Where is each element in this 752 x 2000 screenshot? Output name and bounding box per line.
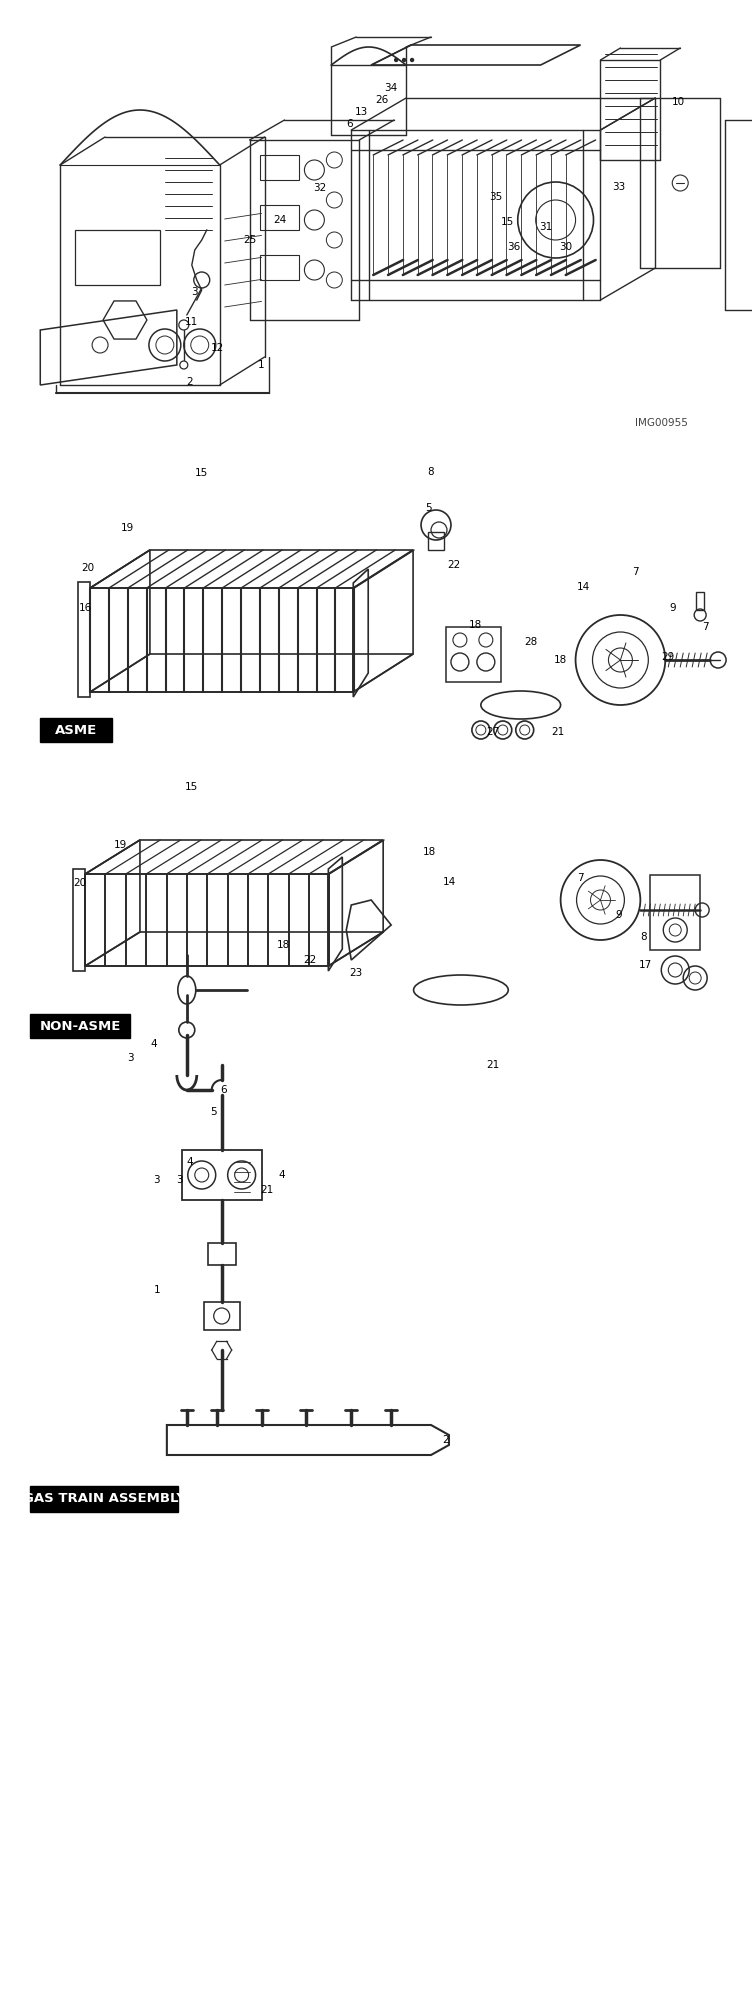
Bar [259, 254, 299, 280]
Text: 3: 3 [192, 286, 198, 296]
Text: 13: 13 [355, 106, 368, 116]
Text: 3: 3 [153, 1174, 160, 1184]
Text: 26: 26 [375, 94, 389, 104]
Text: 7: 7 [702, 622, 708, 632]
Text: 19: 19 [120, 522, 134, 532]
Bar [696, 592, 704, 610]
Text: 29: 29 [662, 652, 675, 662]
Text: 3: 3 [177, 1174, 183, 1184]
Text: 8: 8 [640, 932, 647, 942]
Text: 24: 24 [273, 214, 286, 224]
Bar [75, 230, 160, 284]
Bar [73, 868, 85, 972]
Bar [208, 1242, 235, 1266]
Bar [650, 876, 700, 950]
Text: 34: 34 [384, 82, 398, 92]
Bar [30, 1486, 177, 1512]
Bar [78, 582, 90, 698]
Bar [259, 206, 299, 230]
Text: 19: 19 [114, 840, 126, 850]
Text: 14: 14 [442, 876, 456, 888]
Text: 9: 9 [615, 910, 622, 920]
Text: 15: 15 [185, 782, 199, 792]
Text: 15: 15 [501, 216, 514, 226]
Text: 22: 22 [303, 956, 316, 966]
Text: 5: 5 [425, 502, 432, 512]
Text: 18: 18 [554, 656, 567, 664]
Text: 21: 21 [551, 726, 564, 736]
Text: 1: 1 [258, 360, 265, 370]
Text: 18: 18 [423, 848, 435, 856]
Text: 22: 22 [447, 560, 460, 570]
Text: ASME: ASME [55, 724, 97, 736]
Text: 18: 18 [277, 940, 290, 950]
Text: 35: 35 [490, 192, 502, 202]
Bar [30, 1014, 130, 1038]
Text: 7: 7 [632, 568, 638, 576]
Text: 1: 1 [153, 1286, 160, 1296]
Circle shape [402, 58, 405, 62]
Text: 31: 31 [539, 222, 552, 232]
Text: 32: 32 [313, 184, 326, 194]
Text: 17: 17 [638, 960, 652, 970]
Bar [182, 1150, 262, 1200]
Bar [428, 532, 444, 550]
Circle shape [411, 58, 414, 62]
Text: 9: 9 [669, 604, 675, 612]
Text: 21: 21 [260, 1184, 273, 1194]
Text: 5: 5 [211, 1108, 217, 1116]
Text: 8: 8 [428, 466, 435, 476]
Text: 36: 36 [507, 242, 520, 252]
Text: 20: 20 [74, 878, 86, 888]
Text: 10: 10 [672, 96, 685, 106]
Text: 12: 12 [211, 344, 224, 352]
Text: 14: 14 [577, 582, 590, 592]
Text: 20: 20 [81, 564, 95, 572]
Text: 30: 30 [559, 242, 572, 252]
Text: 4: 4 [278, 1170, 285, 1180]
Text: 6: 6 [220, 1084, 227, 1096]
Text: 16: 16 [78, 604, 92, 612]
Text: 28: 28 [524, 636, 538, 648]
Text: 21: 21 [487, 1060, 499, 1070]
Text: 11: 11 [185, 316, 199, 326]
Text: GAS TRAIN ASSEMBLY: GAS TRAIN ASSEMBLY [23, 1492, 186, 1506]
Bar [259, 156, 299, 180]
Text: 27: 27 [487, 726, 499, 736]
Text: 4: 4 [186, 1156, 193, 1168]
Text: NON-ASME: NON-ASME [39, 1020, 121, 1032]
Text: 6: 6 [346, 120, 353, 128]
Bar [41, 718, 112, 742]
Text: 2: 2 [443, 1436, 449, 1444]
Text: 15: 15 [195, 468, 208, 478]
Text: 2: 2 [186, 376, 193, 388]
Bar [204, 1302, 240, 1330]
Text: 33: 33 [612, 182, 625, 192]
Text: 23: 23 [350, 968, 363, 978]
Text: IMG00955: IMG00955 [635, 418, 688, 428]
Text: 18: 18 [469, 620, 483, 630]
Circle shape [395, 58, 398, 62]
Text: 3: 3 [126, 1052, 133, 1064]
Text: 7: 7 [578, 872, 584, 884]
Text: 25: 25 [243, 234, 256, 244]
Text: 4: 4 [150, 1040, 157, 1048]
